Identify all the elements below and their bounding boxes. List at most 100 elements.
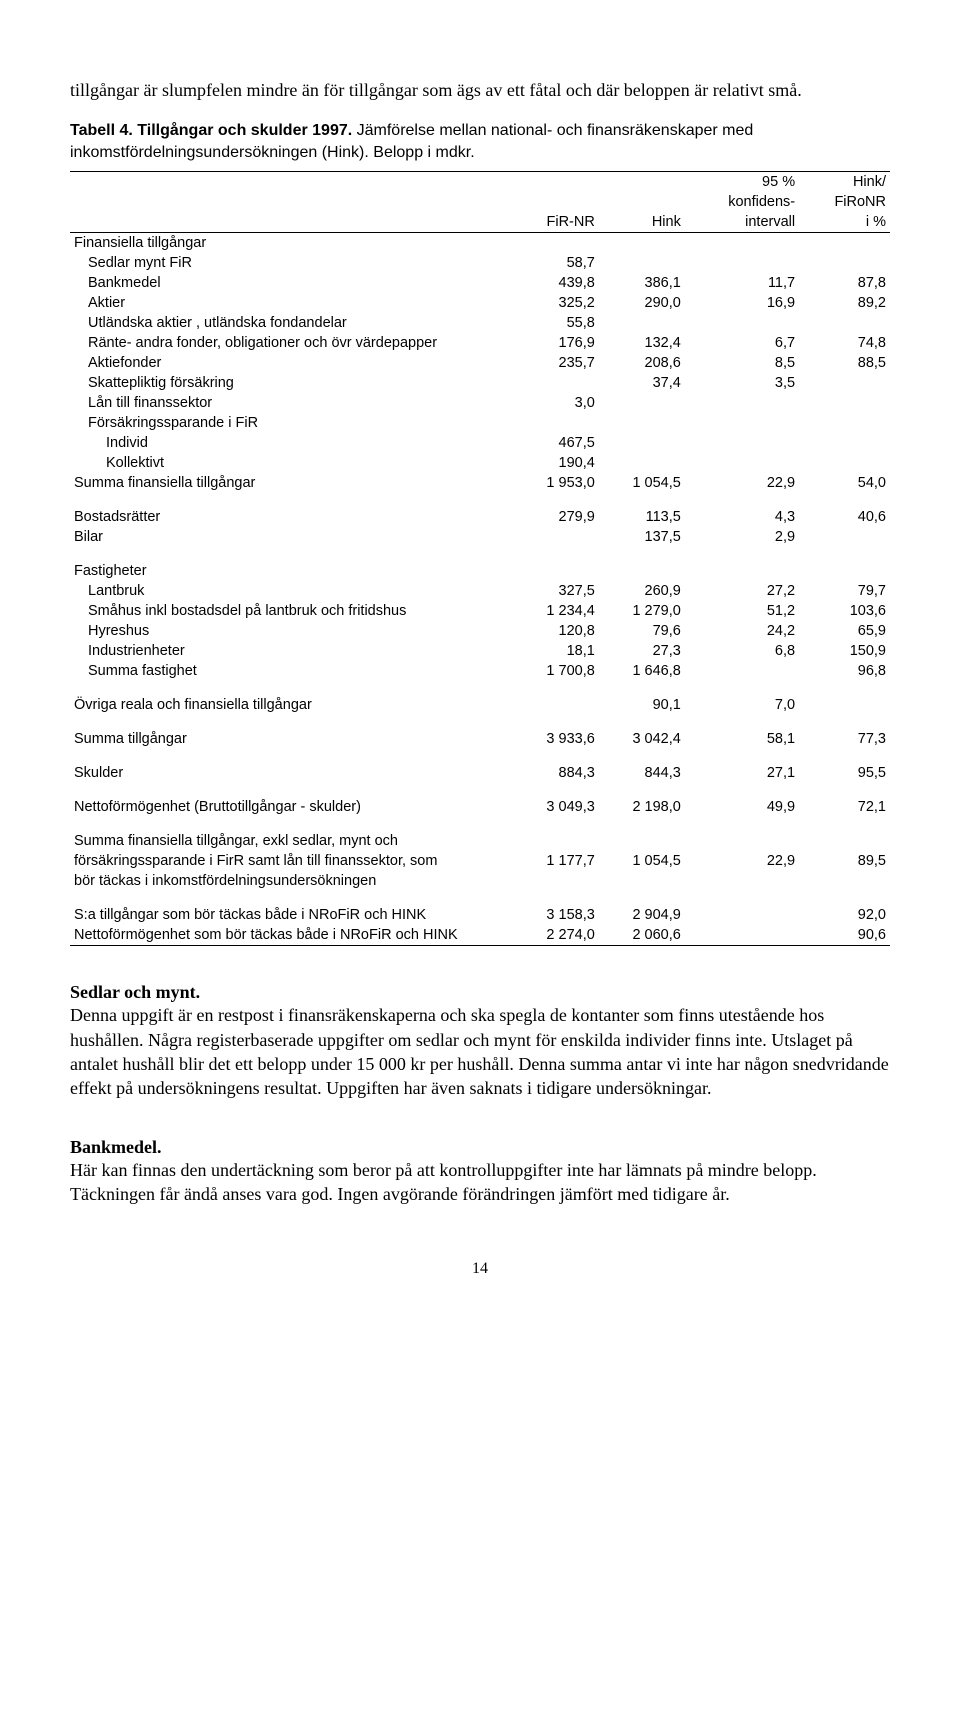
row-value: 95,5: [799, 763, 890, 783]
row-value: [599, 831, 685, 851]
hdr-c3c: intervall: [685, 212, 799, 233]
row-value: 3 049,3: [513, 797, 599, 817]
row-value: 49,9: [685, 797, 799, 817]
table-row: Övriga reala och finansiella tillgångar9…: [70, 695, 890, 715]
row-value: 3 042,4: [599, 729, 685, 749]
row-label: Fastigheter: [70, 561, 513, 581]
row-value: 3 933,6: [513, 729, 599, 749]
row-value: [513, 413, 599, 433]
row-value: 4,3: [685, 507, 799, 527]
table-row: Bilar137,52,9: [70, 527, 890, 547]
row-value: 176,9: [513, 333, 599, 353]
row-value: [599, 561, 685, 581]
row-value: 92,0: [799, 905, 890, 925]
row-value: 89,5: [799, 851, 890, 871]
row-value: 113,5: [599, 507, 685, 527]
row-label: Småhus inkl bostadsdel på lantbruk och f…: [70, 601, 513, 621]
row-value: [799, 233, 890, 253]
row-value: 1 054,5: [599, 473, 685, 493]
page-number: 14: [70, 1260, 890, 1278]
row-label: Bilar: [70, 527, 513, 547]
table-row: Bostadsrätter279,9113,54,340,6: [70, 507, 890, 527]
row-value: [685, 453, 799, 473]
section-heading: Bankmedel.: [70, 1137, 890, 1158]
row-value: 190,4: [513, 453, 599, 473]
row-value: 2 274,0: [513, 925, 599, 946]
row-value: 96,8: [799, 661, 890, 681]
row-label: Summa finansiella tillgångar: [70, 473, 513, 493]
row-label: S:a tillgångar som bör täckas både i NRo…: [70, 905, 513, 925]
row-value: 1 953,0: [513, 473, 599, 493]
row-label: Aktiefonder: [70, 353, 513, 373]
row-value: 54,0: [799, 473, 890, 493]
hdr-c2: Hink: [599, 212, 685, 233]
row-value: [513, 373, 599, 393]
row-label: bör täckas i inkomstfördelningsundersökn…: [70, 871, 513, 891]
row-label: Övriga reala och finansiella tillgångar: [70, 695, 513, 715]
row-value: 3 158,3: [513, 905, 599, 925]
row-value: 27,3: [599, 641, 685, 661]
row-value: 6,7: [685, 333, 799, 353]
row-value: 8,5: [685, 353, 799, 373]
row-label: Försäkringssparande i FiR: [70, 413, 513, 433]
row-value: [799, 313, 890, 333]
row-label: Skattepliktig försäkring: [70, 373, 513, 393]
row-value: [685, 413, 799, 433]
table-row: Försäkringssparande i FiR: [70, 413, 890, 433]
table-row: Nettoförmögenhet (Bruttotillgångar - sku…: [70, 797, 890, 817]
section-heading: Sedlar och mynt.: [70, 982, 890, 1003]
table-row: Skattepliktig försäkring 37,43,5: [70, 373, 890, 393]
row-value: 55,8: [513, 313, 599, 333]
row-value: 27,1: [685, 763, 799, 783]
row-value: 6,8: [685, 641, 799, 661]
table-row: Industrienheter18,127,36,8150,9: [70, 641, 890, 661]
table-caption: Tabell 4. Tillgångar och skulder 1997. J…: [70, 120, 890, 163]
row-label: Summa tillgångar: [70, 729, 513, 749]
table-row: Fastigheter: [70, 561, 890, 581]
table-row: Aktiefonder235,7208,68,588,5: [70, 353, 890, 373]
row-value: 11,7: [685, 273, 799, 293]
row-label: Summa finansiella tillgångar, exkl sedla…: [70, 831, 513, 851]
row-value: 51,2: [685, 601, 799, 621]
table-title-bold: Tabell 4. Tillgångar och skulder 1997.: [70, 122, 352, 139]
row-value: [685, 393, 799, 413]
row-label: Utländska aktier , utländska fondandelar: [70, 313, 513, 333]
table-row: bör täckas i inkomstfördelningsundersökn…: [70, 871, 890, 891]
table-row: försäkringssparande i FirR samt lån till…: [70, 851, 890, 871]
hdr-c3b: konfidens-: [685, 192, 799, 212]
row-value: [799, 695, 890, 715]
table-row: Utländska aktier , utländska fondandelar…: [70, 313, 890, 333]
table-row: Kollektivt190,4: [70, 453, 890, 473]
section-text: Här kan finnas den undertäckning som ber…: [70, 1158, 890, 1207]
hdr-c3a: 95 %: [685, 172, 799, 193]
row-value: 37,4: [599, 373, 685, 393]
section-text: Denna uppgift är en restpost i finansräk…: [70, 1003, 890, 1100]
row-value: 260,9: [599, 581, 685, 601]
table-row: Summa finansiella tillgångar, exkl sedla…: [70, 831, 890, 851]
row-value: 16,9: [685, 293, 799, 313]
row-label: Individ: [70, 433, 513, 453]
row-value: [799, 871, 890, 891]
row-value: 325,2: [513, 293, 599, 313]
row-value: 90,6: [799, 925, 890, 946]
row-value: 1 279,0: [599, 601, 685, 621]
row-label: försäkringssparande i FirR samt lån till…: [70, 851, 513, 871]
row-value: 7,0: [685, 695, 799, 715]
row-value: 58,1: [685, 729, 799, 749]
row-value: 844,3: [599, 763, 685, 783]
row-value: 3,5: [685, 373, 799, 393]
row-value: 467,5: [513, 433, 599, 453]
table-row: Aktier325,2290,016,989,2: [70, 293, 890, 313]
row-value: 3,0: [513, 393, 599, 413]
row-value: [799, 373, 890, 393]
row-value: 439,8: [513, 273, 599, 293]
row-value: 2 198,0: [599, 797, 685, 817]
table-row: Lantbruk327,5260,927,279,7: [70, 581, 890, 601]
row-value: 1 234,4: [513, 601, 599, 621]
row-value: 79,7: [799, 581, 890, 601]
row-value: [685, 253, 799, 273]
assets-table: 95 % Hink/ konfidens- FiRoNR FiR-NR Hink…: [70, 171, 890, 946]
row-value: 58,7: [513, 253, 599, 273]
row-value: 1 177,7: [513, 851, 599, 871]
row-label: Skulder: [70, 763, 513, 783]
